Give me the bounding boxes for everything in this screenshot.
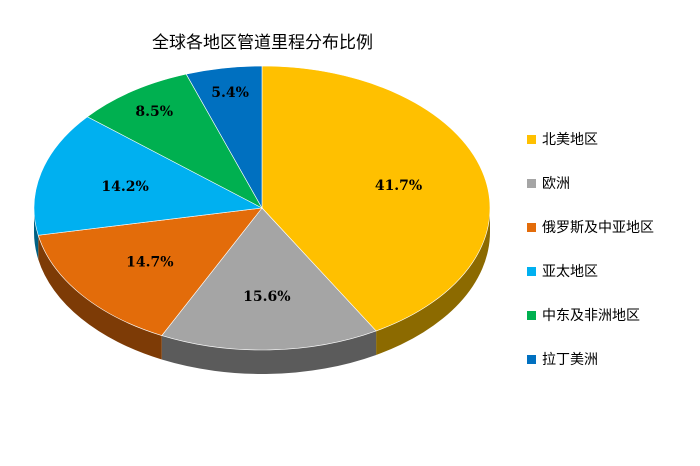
data-label: 8.5% — [135, 104, 173, 120]
chart-title: 全球各地区管道里程分布比例 — [152, 33, 373, 53]
data-label: 14.2% — [101, 179, 148, 195]
pie-side-wall — [34, 208, 39, 260]
pie-slices — [33, 65, 491, 351]
pie-slice — [161, 207, 377, 351]
legend-item: 北美地区 — [527, 128, 697, 150]
pie-slice — [37, 207, 263, 336]
data-label: 41.7% — [375, 178, 422, 194]
legend-label: 欧洲 — [542, 176, 570, 192]
legend-swatch — [527, 178, 536, 188]
pie-side-wall — [38, 235, 162, 360]
legend-label: 中东及非洲地区 — [542, 308, 640, 324]
pie-slice — [185, 65, 263, 210]
data-label: 5.4% — [211, 85, 249, 101]
legend-swatch — [527, 222, 536, 232]
legend-swatch — [527, 266, 536, 276]
legend-item: 俄罗斯及中亚地区 — [527, 216, 697, 238]
data-label: 14.7% — [126, 255, 173, 271]
legend-item: 中东及非洲地区 — [527, 304, 697, 326]
legend-label: 俄罗斯及中亚地区 — [542, 220, 654, 236]
legend-item: 欧洲 — [527, 172, 697, 194]
legend-label: 北美地区 — [542, 132, 598, 148]
pie-side-walls — [34, 208, 490, 375]
pie-slice — [86, 73, 263, 209]
legend-swatch — [527, 310, 536, 320]
legend-label: 亚太地区 — [542, 264, 598, 280]
pie-slice — [261, 65, 491, 332]
pie-side-wall — [376, 208, 490, 355]
legend-item: 拉丁美洲 — [527, 348, 697, 370]
legend: 北美地区 欧洲 俄罗斯及中亚地区 亚太地区 中东及非洲地区 拉丁美洲 — [527, 128, 697, 392]
legend-swatch — [527, 354, 536, 364]
legend-label: 拉丁美洲 — [542, 352, 598, 368]
pie-side-wall — [161, 330, 377, 375]
legend-item: 亚太地区 — [527, 260, 697, 282]
legend-swatch — [527, 134, 536, 144]
data-labels: 41.7% 15.6% 14.7% 14.2% 8.5% 5.4% — [101, 85, 422, 305]
data-label: 15.6% — [243, 289, 290, 305]
pie-slice — [33, 116, 263, 236]
